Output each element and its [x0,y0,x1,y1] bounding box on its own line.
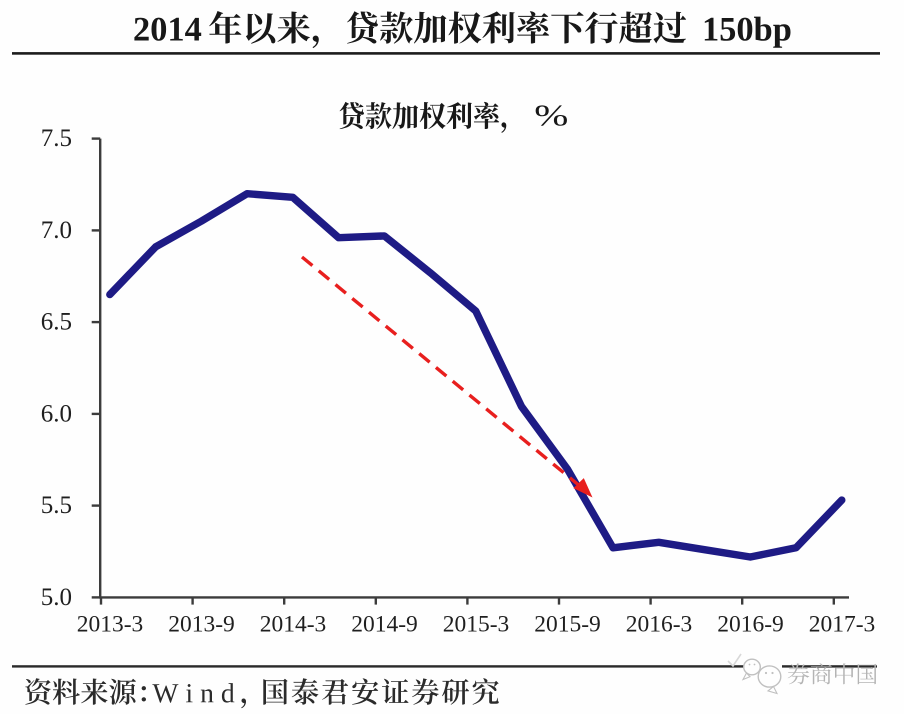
svg-text:2015-9: 2015-9 [534,612,601,638]
svg-text:2016-9: 2016-9 [717,612,784,638]
svg-text:7.0: 7.0 [41,217,72,244]
svg-text:2016-3: 2016-3 [626,612,693,638]
svg-text:2017-3: 2017-3 [809,612,876,638]
svg-text:7.5: 7.5 [41,125,72,152]
svg-text:5.0: 5.0 [41,584,72,611]
svg-text:5.5: 5.5 [41,492,72,519]
svg-text:6.5: 6.5 [41,309,72,336]
svg-text:2013-9: 2013-9 [168,612,235,638]
svg-text:2015-3: 2015-3 [443,612,510,638]
svg-text:6.0: 6.0 [41,400,72,427]
svg-text:2014-9: 2014-9 [351,612,418,638]
svg-text:2014-3: 2014-3 [260,612,327,638]
svg-text:2013-3: 2013-3 [77,612,144,638]
